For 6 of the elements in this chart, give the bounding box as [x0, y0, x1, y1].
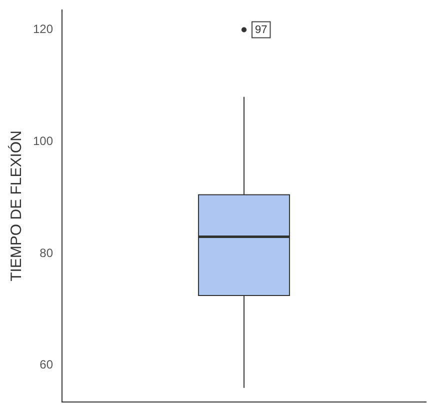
y-tick-label: 120: [32, 22, 54, 36]
y-tick-label: 80: [40, 246, 54, 260]
y-tick-label: 100: [32, 134, 54, 148]
y-axis-title: TIEMPO DE FLEXIÓN: [7, 130, 26, 282]
annotation: 97: [255, 24, 268, 36]
y-tick-label: 60: [40, 358, 54, 372]
